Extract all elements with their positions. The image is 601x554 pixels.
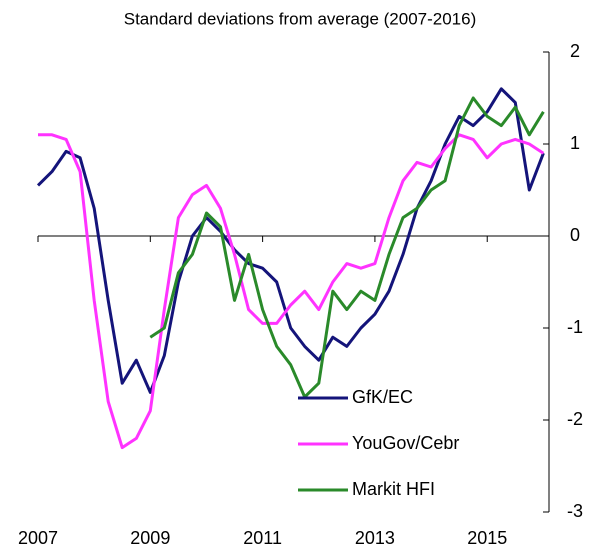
series-line [36, 87, 545, 394]
x-tick-label: 2013 [355, 528, 395, 548]
series-line [149, 96, 545, 399]
legend-label: Markit HFI [352, 479, 435, 499]
y-tick-label: 1 [570, 133, 580, 153]
legend-label: YouGov/Cebr [352, 433, 459, 453]
legend-label: GfK/EC [352, 387, 413, 407]
y-tick-label: -1 [567, 317, 583, 337]
chart-title: Standard deviations from average (2007-2… [124, 9, 477, 28]
x-tick-label: 2015 [467, 528, 507, 548]
y-tick-label: -2 [567, 409, 583, 429]
y-tick-label: 2 [570, 41, 580, 61]
x-tick-label: 2011 [243, 528, 282, 548]
y-tick-label: -3 [567, 501, 583, 521]
x-tick-label: 2007 [18, 528, 58, 548]
x-tick-label: 2009 [130, 528, 170, 548]
series-line [38, 133, 545, 450]
y-tick-label: 0 [570, 225, 580, 245]
